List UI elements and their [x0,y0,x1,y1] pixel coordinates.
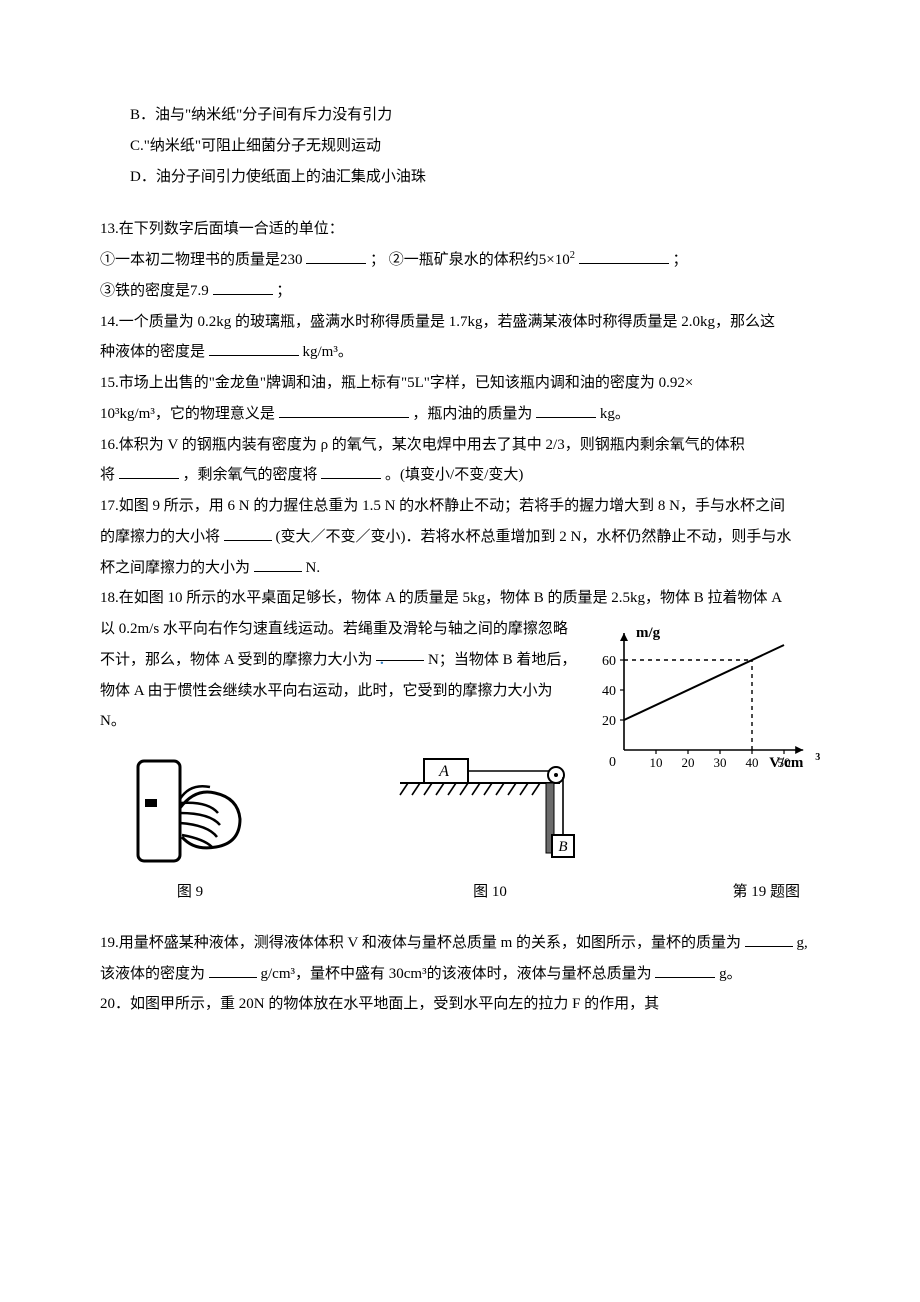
q14-line1: 14.一个质量为 0.2kg 的玻璃瓶，盛满水时称得质量是 1.7kg，若盛满某… [100,307,820,338]
q17-b: 的摩擦力的大小将 [100,529,220,545]
spacer-2 [100,908,820,928]
svg-text:3: 3 [815,752,820,763]
q14-c: kg/m³。 [303,344,353,360]
q19-d: g/cm³，量杯中盛有 30cm³的该液体时，液体与量杯总质量为 [261,966,652,982]
figure-10: A B 图 10 [390,743,590,908]
q13-line2-a: ①一本初二物理书的质量是230 [100,252,306,268]
q13-line3: ③铁的密度是7.9 ； [100,276,820,307]
q15-blank-1[interactable] [279,402,409,418]
q19-e: g。 [719,966,742,982]
pulley-table-icon: A B [390,743,590,873]
q20-line1: 20．如图甲所示，重 20N 的物体放在水平地面上，受到水平向左的拉力 F 的作… [100,989,820,1020]
q16-line2: 将 ，剩余氧气的密度将 。(填变小/不变/变大) [100,460,820,491]
svg-text:40: 40 [746,755,759,770]
q18-c-b: N；当物体 B 着地后， [428,652,576,668]
q13-blank-3[interactable] [213,279,273,295]
q19-c: 该液体的密度为 [100,966,205,982]
q13-blank-2[interactable] [579,248,669,264]
label-a: A [438,763,449,780]
q19-b: g, [796,935,807,951]
hand-cup-icon [120,753,260,873]
q15-d: kg。 [600,406,630,422]
q19-a: 19.用量杯盛某种液体，测得液体体积 V 和液体与量杯总质量 m 的关系，如图所… [100,935,741,951]
q19-blank-2[interactable] [209,962,257,978]
choice-d: D．油分子间引力使纸面上的油汇集成小油珠 [100,162,820,193]
q17-e: N. [306,560,321,576]
choice-c: C."纳米纸"可阻止细菌分子无规则运动 [100,131,820,162]
label-b: B [558,839,567,855]
caption-fig10: 图 10 [473,877,507,908]
q17-c: (变大／不变／变小)．若将水杯总重增加到 2 N，水杯仍然静止不动，则手与水 [276,529,792,545]
q19-graph: 20406010203040500m/gV/cm3 [590,610,830,780]
line-graph-icon: 20406010203040500m/gV/cm3 [590,610,830,780]
q19-line2: 该液体的密度为 g/cm³，量杯中盛有 30cm³的该液体时，液体与量杯总质量为… [100,959,820,990]
q15-c: ，瓶内油的质量为 [412,406,532,422]
svg-text:40: 40 [602,684,616,699]
q13-line2: ①一本初二物理书的质量是230 ； ②一瓶矿泉水的体积约5×102 ； [100,245,820,276]
dot-icon: . [380,652,384,668]
q16-c: ，剩余氧气的密度将 [183,467,318,483]
q13-line3-a: ③铁的密度是7.9 [100,283,213,299]
figure-9: 图 9 [120,753,260,908]
q16-d: 。(填变小/不变/变大) [385,467,523,483]
svg-text:60: 60 [602,654,616,669]
q18-textcol: 以 0.2m/s 水平向右作匀速直线运动。若绳重及滑轮与轴之间的摩擦忽略 不计，… [100,614,620,737]
q17-line2: 的摩擦力的大小将 (变大／不变／变小)．若将水杯总重增加到 2 N，水杯仍然静止… [100,522,820,553]
svg-text:30: 30 [714,755,727,770]
q17-line3: 杯之间摩擦力的大小为 N. [100,553,820,584]
q19-line1: 19.用量杯盛某种液体，测得液体体积 V 和液体与量杯总质量 m 的关系，如图所… [100,928,820,959]
q18-block: 20406010203040500m/gV/cm3 以 0.2m/s 水平向右作… [100,614,820,737]
choice-b: B．油与"纳米纸"分子间有斥力没有引力 [100,100,820,131]
q15-blank-2[interactable] [536,402,596,418]
q16-blank-2[interactable] [321,463,381,479]
q17-blank-1[interactable] [224,525,272,541]
q16-blank-1[interactable] [119,463,179,479]
q18-c-a: 不计，那么，物体 A 受到的摩擦力大小为 [100,652,373,668]
q15-line2: 10³kg/m³，它的物理意义是 ，瓶内油的质量为 kg。 [100,399,820,430]
svg-text:m/g: m/g [636,625,661,641]
q18-line2: 以 0.2m/s 水平向右作匀速直线运动。若绳重及滑轮与轴之间的摩擦忽略 [100,614,620,645]
q14-b: 种液体的密度是 [100,344,205,360]
page: B．油与"纳米纸"分子间有斥力没有引力 C."纳米纸"可阻止细菌分子无规则运动 … [0,0,920,1302]
q17-d: 杯之间摩擦力的大小为 [100,560,250,576]
svg-text:20: 20 [602,714,616,729]
q18-line3: 不计，那么，物体 A 受到的摩擦力大小为 . N；当物体 B 着地后， [100,645,620,676]
q13-line2-b: ； ②一瓶矿泉水的体积约5×10 [370,252,570,268]
sup-2: 2 [570,250,575,261]
q13-line2-c: ； [672,252,687,268]
q17-blank-2[interactable] [254,556,302,572]
q18-blank-1[interactable]: . [376,645,424,661]
q16-b: 将 [100,467,115,483]
svg-text:0: 0 [609,755,616,770]
svg-text:10: 10 [650,755,663,770]
q13-blank-1[interactable] [306,248,366,264]
q18-line5: N。 [100,706,620,737]
q19-blank-1[interactable] [745,931,793,947]
caption-fig19: 第 19 题图 [732,877,800,908]
q18-line4: 物体 A 由于惯性会继续水平向右运动，此时，它受到的摩擦力大小为 [100,676,620,707]
spacer [100,192,820,214]
q13-line3-b: ； [276,283,291,299]
caption-fig9: 图 9 [177,877,203,908]
q14-blank[interactable] [209,340,299,356]
q15-line1: 15.市场上出售的"金龙鱼"牌调和油，瓶上标有"5L"字样，已知该瓶内调和油的密… [100,368,820,399]
q14-line2: 种液体的密度是 kg/m³。 [100,337,820,368]
svg-text:20: 20 [682,755,695,770]
q13-stem: 13.在下列数字后面填一合适的单位： [100,214,820,245]
svg-text:V/cm: V/cm [769,755,804,771]
q17-line1: 17.如图 9 所示，用 6 N 的力握住总重为 1.5 N 的水杯静止不动；若… [100,491,820,522]
q15-b: 10³kg/m³，它的物理意义是 [100,406,275,422]
q16-line1: 16.体积为 V 的钢瓶内装有密度为 ρ 的氧气，某次电焊中用去了其中 2/3，… [100,430,820,461]
q19-blank-3[interactable] [655,962,715,978]
